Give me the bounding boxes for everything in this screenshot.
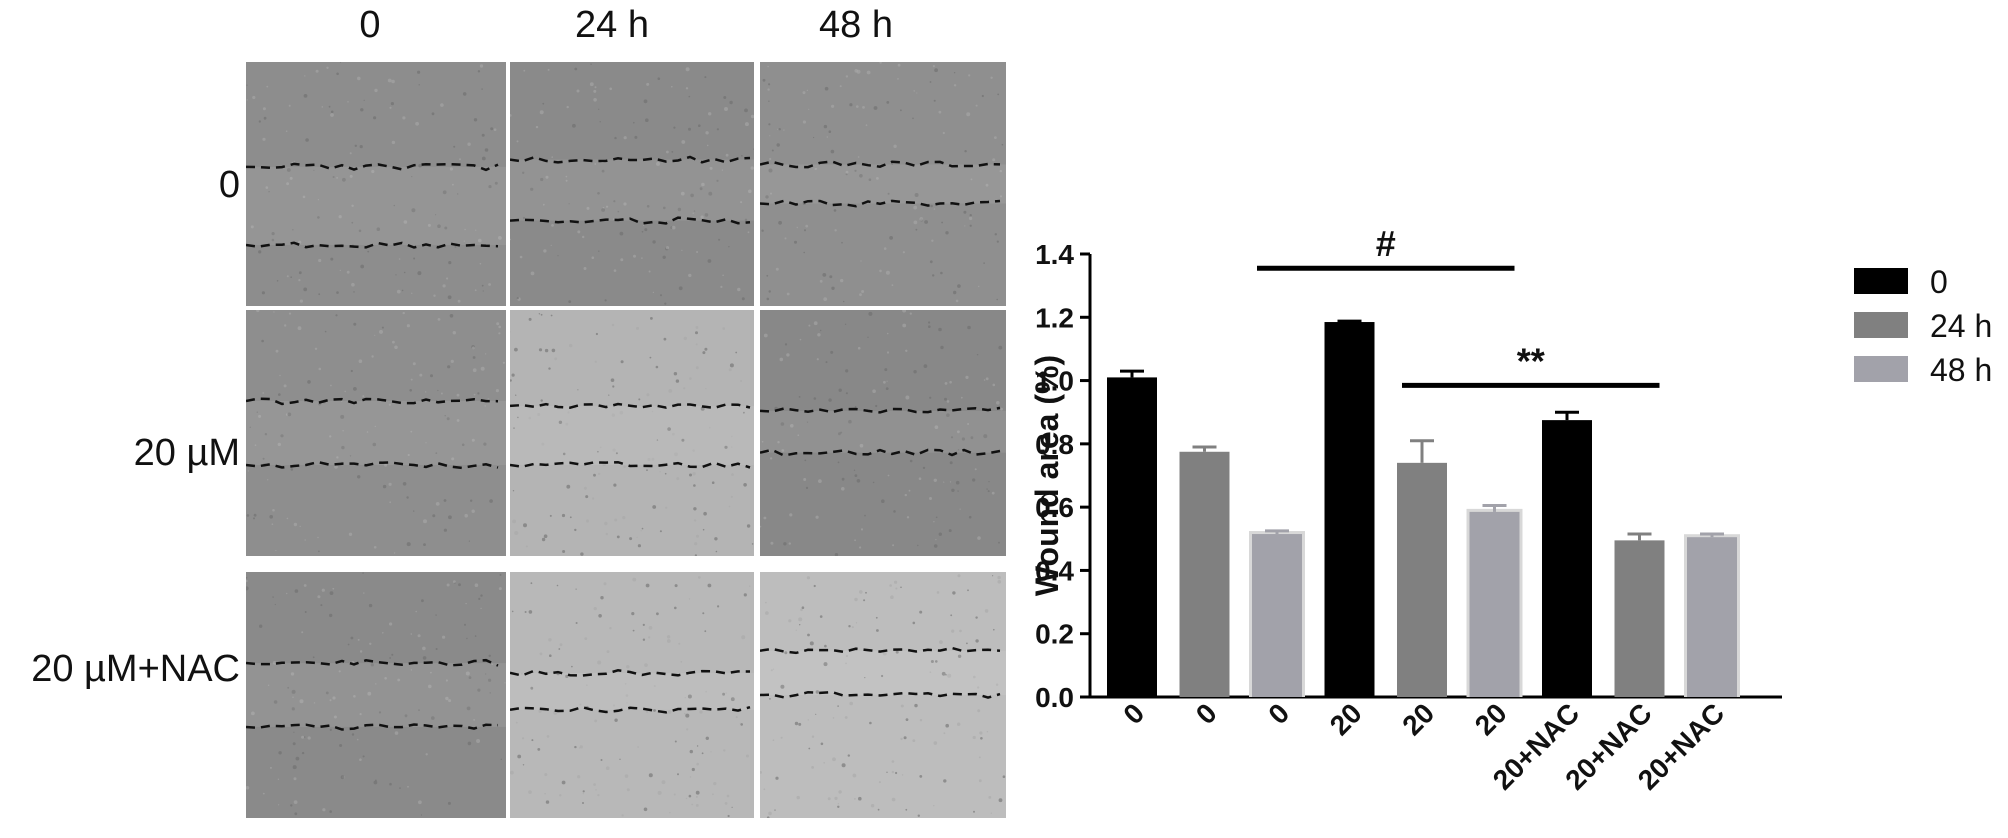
bar: [1179, 451, 1230, 697]
bar: [1542, 420, 1592, 697]
legend-swatch: [1854, 312, 1908, 338]
x-tick-label: 0: [1190, 697, 1223, 730]
column-label-24h: 24 h: [575, 4, 649, 46]
legend-label: 24 h: [1930, 308, 1992, 344]
bar: [1324, 322, 1375, 697]
micrograph-r2-c2: [760, 572, 1006, 818]
micrograph-r0-c0: [246, 62, 506, 306]
micrograph-r1-c1: [510, 310, 754, 556]
bar: [1107, 377, 1157, 697]
legend-swatch: [1854, 268, 1908, 294]
y-tick-label: 0.8: [1035, 429, 1074, 460]
micrograph-r0-c2: [760, 62, 1006, 306]
micrograph-r2-c1: [510, 572, 754, 818]
row-label-20um: 20 µM: [133, 432, 240, 474]
bar: [1614, 540, 1665, 697]
micrograph-r1-c2: [760, 310, 1006, 556]
row-label-20um-nac: 20 µM+NAC: [31, 648, 240, 690]
legend-label: 0: [1930, 264, 1948, 300]
chart-annotations: # **: [1257, 223, 1660, 388]
legend-label: 48 h: [1930, 352, 1992, 388]
micrograph-r2-c0: [246, 572, 506, 818]
bar: [1252, 534, 1302, 697]
bar: [1397, 462, 1447, 697]
x-tick-label: 20: [1469, 697, 1513, 741]
legend-swatch: [1854, 356, 1908, 382]
column-label-0h: 0: [359, 4, 381, 46]
bar: [1469, 511, 1520, 697]
x-tick-label: 20: [1396, 697, 1440, 741]
bar: [1687, 537, 1737, 697]
row-label-control: 0: [218, 164, 240, 206]
y-tick-label: 0.0: [1035, 682, 1074, 713]
y-tick-label: 0.6: [1035, 492, 1074, 523]
y-axis-label: Wound area (%): [1029, 355, 1065, 596]
x-tick-label: 0: [1262, 697, 1295, 730]
x-tick-label: 20: [1324, 697, 1368, 741]
significance-label: **: [1517, 340, 1545, 381]
column-label-48h: 48 h: [819, 4, 893, 46]
y-tick-label: 1.0: [1035, 366, 1074, 397]
chart-bars: [1107, 319, 1740, 697]
micrograph-r1-c0: [246, 310, 506, 556]
y-tick-label: 0.4: [1035, 555, 1074, 586]
significance-label: #: [1376, 223, 1396, 264]
micrograph-r0-c1: [510, 62, 754, 306]
y-tick-label: 1.2: [1035, 302, 1074, 333]
y-tick-label: 0.2: [1035, 619, 1074, 650]
x-tick-label: 0: [1117, 697, 1150, 730]
chart-legend: 0 24 h 48 h: [1854, 264, 1992, 388]
y-tick-label: 1.4: [1035, 239, 1074, 270]
